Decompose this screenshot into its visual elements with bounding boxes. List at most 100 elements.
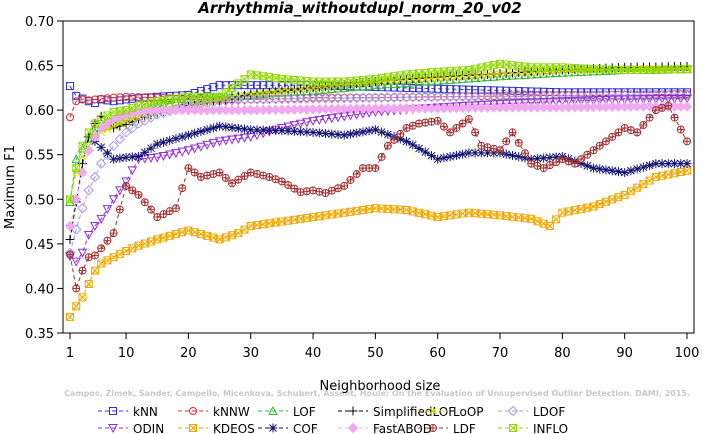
- data-point: [103, 94, 112, 103]
- data-point: [370, 125, 380, 135]
- data-point: [127, 166, 138, 176]
- data-point: [607, 95, 618, 105]
- data-point: [109, 93, 118, 102]
- data-point: [563, 97, 574, 107]
- data-point: [77, 202, 88, 214]
- data-point: [90, 95, 99, 104]
- data-point: [502, 137, 511, 146]
- data-point: [190, 128, 200, 138]
- legend-marker: [507, 405, 519, 417]
- series-kdeos: [66, 166, 691, 321]
- data-point: [78, 95, 87, 104]
- data-point: [495, 99, 505, 109]
- data-point: [594, 96, 605, 106]
- data-point: [314, 128, 324, 138]
- data-point: [83, 185, 94, 196]
- data-point: [333, 83, 343, 93]
- data-point: [84, 128, 93, 137]
- data-point: [97, 94, 106, 103]
- y-tick-label: 0.60: [25, 104, 54, 119]
- data-point: [134, 190, 143, 199]
- data-point: [171, 204, 180, 213]
- data-point: [95, 158, 107, 169]
- data-point: [252, 170, 261, 179]
- data-point: [583, 150, 592, 159]
- data-point: [614, 128, 623, 137]
- data-point: [121, 177, 131, 187]
- data-point: [66, 312, 74, 321]
- data-point: [315, 187, 324, 196]
- data-point: [358, 81, 368, 91]
- data-point: [240, 172, 249, 181]
- data-point: [545, 153, 555, 163]
- data-point: [265, 173, 274, 181]
- data-point: [664, 101, 673, 110]
- data-point: [415, 84, 424, 93]
- data-point: [340, 181, 349, 190]
- data-point: [196, 142, 206, 152]
- data-point: [538, 98, 549, 108]
- data-point: [433, 154, 443, 164]
- data-point: [114, 133, 126, 145]
- legend-item-cof: COF: [258, 422, 318, 434]
- data-point: [127, 122, 138, 134]
- data-point: [196, 173, 205, 181]
- data-point: [651, 95, 661, 105]
- data-point: [71, 224, 82, 235]
- data-point: [190, 168, 199, 177]
- data-point: [153, 213, 162, 222]
- data-point: [90, 251, 99, 260]
- data-point: [308, 116, 318, 126]
- data-point: [439, 153, 449, 163]
- data-point: [240, 81, 249, 90]
- data-point: [639, 90, 648, 99]
- data-point: [171, 149, 181, 159]
- data-point: [158, 137, 168, 147]
- data-point: [620, 168, 630, 178]
- data-point: [203, 85, 212, 94]
- data-point: [72, 91, 81, 100]
- data-point: [203, 171, 212, 180]
- data-point: [358, 127, 368, 137]
- y-tick-label: 0.65: [25, 60, 54, 75]
- data-point: [246, 81, 255, 90]
- data-point: [383, 79, 393, 89]
- data-point: [458, 119, 467, 128]
- data-point: [152, 153, 163, 163]
- data-point: [78, 266, 87, 275]
- data-point: [626, 90, 635, 99]
- data-point: [290, 85, 299, 94]
- data-point: [208, 123, 218, 133]
- data-point: [657, 94, 667, 104]
- x-axis-label: Neighborhood size: [320, 379, 441, 394]
- data-point: [115, 186, 125, 196]
- data-point: [66, 195, 74, 204]
- legend-marker: [189, 407, 197, 415]
- legend-label: LDOF: [533, 405, 565, 419]
- data-point: [326, 114, 337, 124]
- data-point: [209, 170, 218, 179]
- data-point: [128, 115, 137, 123]
- data-point: [352, 93, 361, 102]
- data-point: [83, 230, 94, 241]
- legend-marker: [429, 407, 437, 415]
- data-point: [408, 84, 417, 93]
- data-point: [128, 92, 137, 101]
- data-point: [140, 198, 149, 207]
- legend-item-loop: LoOP: [418, 405, 484, 419]
- data-point: [582, 96, 593, 106]
- watermark: Campos, Zimek, Sander, Campello, Micenko…: [64, 389, 690, 398]
- data-point: [370, 80, 381, 90]
- data-point: [626, 166, 636, 176]
- data-point: [109, 154, 119, 164]
- legend-marker: [109, 407, 117, 415]
- data-point: [683, 137, 691, 146]
- data-point: [545, 222, 554, 231]
- data-point: [78, 293, 87, 302]
- data-point: [501, 99, 512, 109]
- legend-item-simplifiedlof: SimplifiedLOF: [338, 405, 455, 419]
- data-point: [489, 86, 498, 95]
- data-point: [502, 69, 511, 78]
- data-point: [675, 94, 686, 104]
- data-point: [103, 236, 112, 245]
